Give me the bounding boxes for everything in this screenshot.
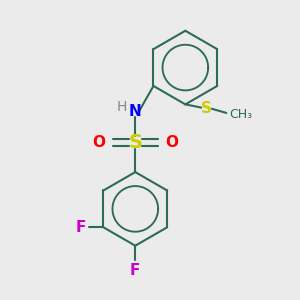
- Text: CH₃: CH₃: [229, 108, 252, 121]
- Text: O: O: [166, 135, 178, 150]
- Text: S: S: [128, 133, 142, 152]
- Text: O: O: [92, 135, 105, 150]
- Text: S: S: [201, 101, 212, 116]
- Text: F: F: [75, 220, 86, 235]
- Text: H: H: [117, 100, 127, 114]
- Text: F: F: [130, 263, 140, 278]
- Text: N: N: [129, 104, 142, 119]
